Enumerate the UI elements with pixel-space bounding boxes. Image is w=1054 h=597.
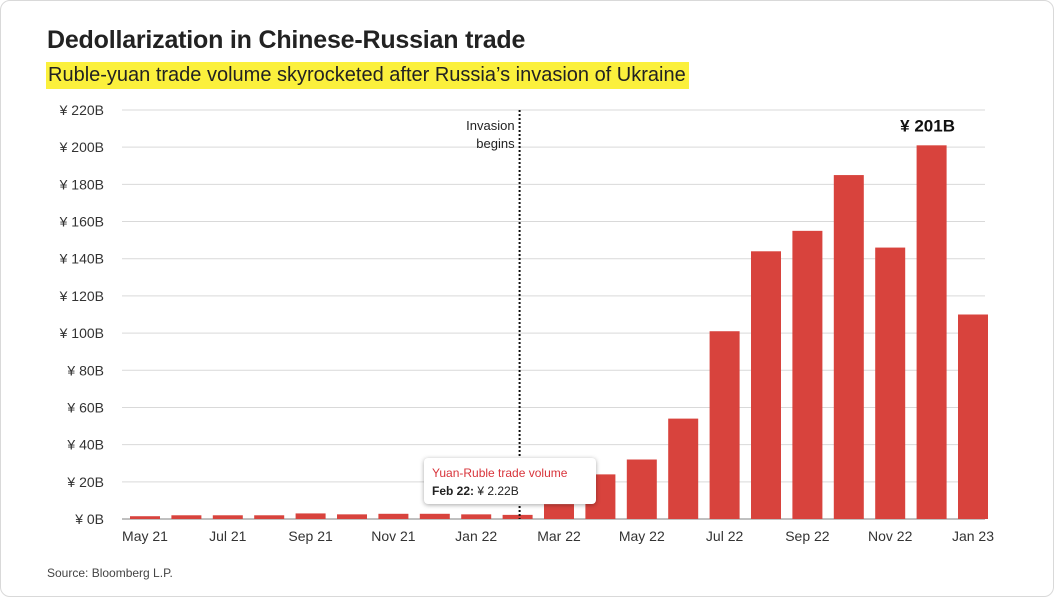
bar[interactable] [295, 513, 326, 519]
invasion-label: begins [476, 136, 515, 151]
bar[interactable] [833, 175, 864, 519]
tooltip-value-line: Feb 22: ¥ 2.22B [432, 484, 519, 498]
chart-subtitle: Ruble-yuan trade volume skyrocketed afte… [46, 62, 689, 89]
y-tick-label: ¥ 180B [59, 176, 104, 192]
x-tick-label: Jan 22 [455, 528, 497, 544]
y-tick-label: ¥ 160B [59, 214, 104, 230]
source-note: Source: Bloomberg L.P. [47, 566, 173, 580]
y-tick-label: ¥ 200B [59, 139, 104, 155]
y-tick-label: ¥ 140B [59, 251, 104, 267]
y-tick-label: ¥ 40B [66, 437, 104, 453]
annotations: Invasion begins ¥ 201B [466, 110, 955, 519]
y-tick-label: ¥ 60B [66, 399, 104, 415]
peak-value-label: ¥ 201B [900, 116, 955, 135]
x-tick-label: Sep 22 [785, 528, 830, 544]
bar[interactable] [171, 515, 202, 519]
y-tick-label: ¥ 120B [59, 288, 104, 304]
bar[interactable] [916, 145, 947, 519]
y-tick-label: ¥ 80B [66, 362, 104, 378]
x-tick-label: May 22 [619, 528, 665, 544]
bar[interactable] [709, 331, 740, 519]
bar[interactable] [378, 513, 409, 519]
bar[interactable] [668, 418, 699, 519]
x-axis-ticks: May 21 Jul 21 Sep 21 Nov 21 Jan 22 Mar 22 May … [122, 528, 994, 544]
x-tick-label: May 21 [122, 528, 168, 544]
bar[interactable] [958, 314, 988, 520]
y-axis-ticks: ¥ 0B ¥ 20B ¥ 40B ¥ 60B ¥ 80B ¥ 100B ¥ 120B ¥ 14… [59, 102, 104, 527]
bar[interactable] [461, 514, 492, 519]
bar[interactable] [337, 514, 367, 519]
y-tick-label: ¥ 100B [59, 325, 104, 341]
bar[interactable] [875, 247, 906, 519]
bar[interactable] [544, 504, 574, 519]
tooltip-value: ¥ 2.22B [477, 484, 519, 498]
x-tick-label: Jul 22 [706, 528, 744, 544]
bar[interactable] [130, 516, 160, 519]
x-tick-label: Mar 22 [537, 528, 581, 544]
x-tick-label: Sep 21 [288, 528, 333, 544]
x-tick-label: Jan 23 [952, 528, 994, 544]
tooltip-label: Feb 22: [432, 484, 475, 498]
bar[interactable] [792, 230, 823, 519]
y-tick-label: ¥ 220B [59, 102, 104, 118]
tooltip-title: Yuan-Ruble trade volume [432, 466, 568, 480]
bar[interactable] [751, 251, 781, 520]
hover-tooltip: Yuan-Ruble trade volume Feb 22: ¥ 2.22B [424, 458, 596, 504]
y-tick-label: ¥ 0B [74, 511, 104, 527]
x-tick-label: Nov 22 [868, 528, 913, 544]
bar[interactable] [419, 513, 450, 519]
bar[interactable] [502, 514, 533, 519]
chart-title: Dedollarization in Chinese-Russian trade [47, 26, 526, 54]
bar[interactable] [254, 515, 285, 519]
bar[interactable] [212, 515, 243, 519]
y-tick-label: ¥ 20B [66, 474, 104, 490]
x-tick-label: Jul 21 [209, 528, 247, 544]
x-tick-label: Nov 21 [371, 528, 416, 544]
bar[interactable] [626, 459, 657, 519]
invasion-label: Invasion [466, 118, 514, 133]
bars [130, 145, 988, 520]
